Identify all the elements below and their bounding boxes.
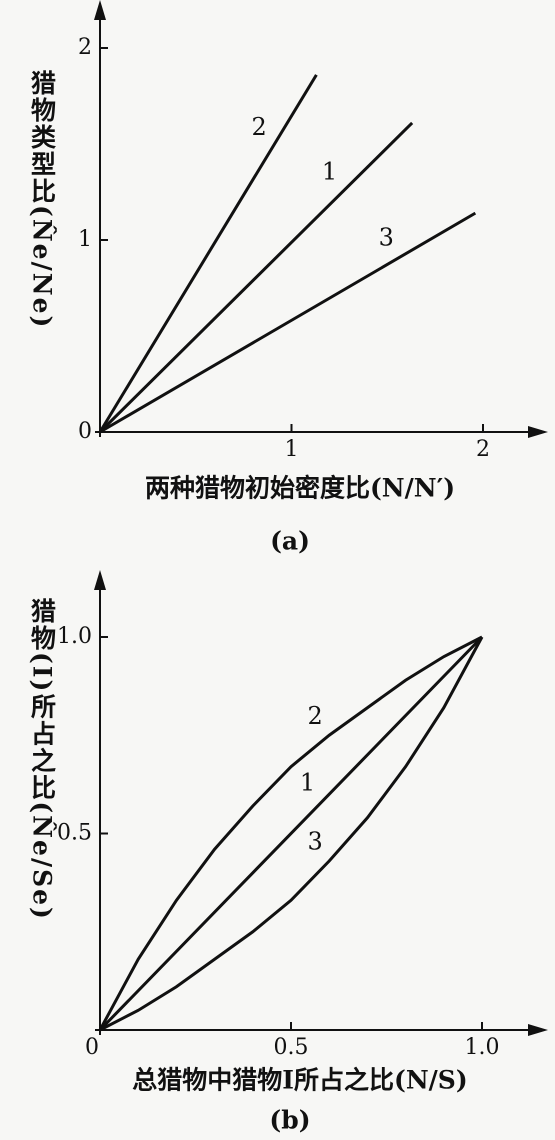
y-axis-label: 猎物(I)所占之比(N̂e/Se) bbox=[28, 598, 57, 921]
x-arrow bbox=[528, 1024, 548, 1036]
caption: (b) bbox=[269, 1106, 310, 1135]
x-tick-label: 0.5 bbox=[274, 1035, 309, 1060]
series-label: 1 bbox=[322, 157, 337, 185]
y-tick-label: 1 bbox=[78, 227, 92, 252]
series-label: 2 bbox=[308, 702, 323, 730]
y-arrow bbox=[94, 570, 106, 590]
x-arrow bbox=[528, 426, 548, 438]
y-tick-label: 0.5 bbox=[57, 821, 92, 846]
line bbox=[98, 635, 484, 1032]
x-axis-label: 总猎物中猎物I所占之比(N/S) bbox=[132, 1066, 467, 1095]
y-axis-label: 猎物类型比(N̂e/Ne) bbox=[28, 70, 57, 329]
y-arrow bbox=[94, 0, 106, 20]
line bbox=[98, 74, 318, 433]
line bbox=[98, 635, 483, 1031]
line bbox=[99, 636, 484, 1032]
x-tick-label: 1 bbox=[285, 437, 299, 462]
caption: (a) bbox=[270, 527, 310, 556]
x-tick-label: 0 bbox=[85, 1035, 99, 1060]
y-tick-label: 1.0 bbox=[57, 624, 92, 649]
line bbox=[99, 211, 477, 434]
x-axis-label: 两种猎物初始密度比(N/N′) bbox=[145, 474, 455, 503]
y-tick-label: 0 bbox=[78, 419, 92, 444]
series-label: 3 bbox=[308, 828, 323, 856]
series-label: 2 bbox=[251, 113, 266, 141]
series-label: 1 bbox=[300, 769, 315, 797]
x-tick-label: 2 bbox=[476, 437, 490, 462]
line bbox=[98, 121, 414, 434]
x-tick-label: 1.0 bbox=[465, 1035, 500, 1060]
series-label: 3 bbox=[379, 223, 394, 251]
y-tick-label: 2 bbox=[78, 35, 92, 60]
